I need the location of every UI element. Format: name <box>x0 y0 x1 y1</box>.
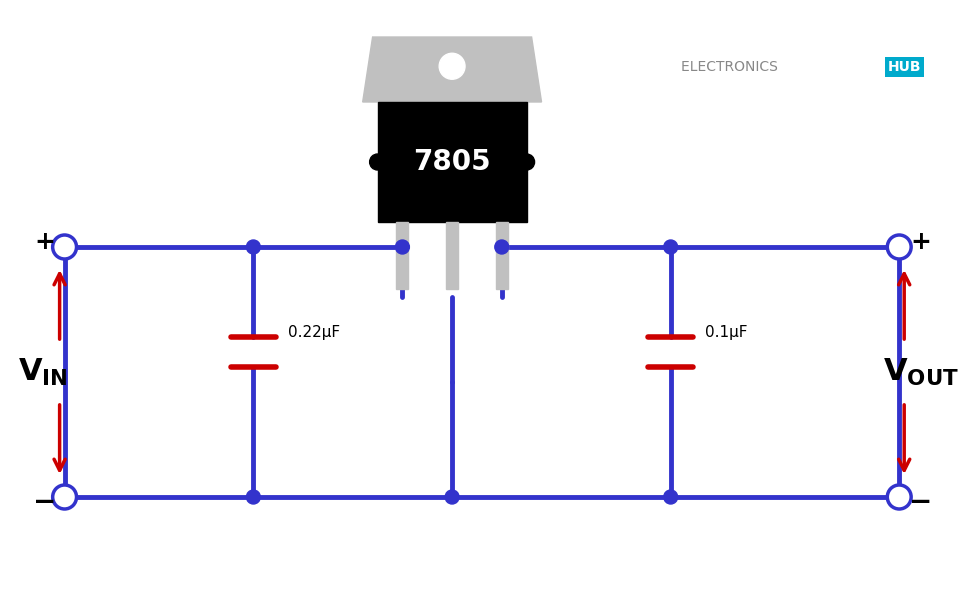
Text: +: + <box>911 230 931 254</box>
Polygon shape <box>363 37 541 102</box>
Text: +: + <box>34 230 55 254</box>
Circle shape <box>888 235 911 259</box>
Text: 0.22μF: 0.22μF <box>288 324 341 340</box>
Text: ELECTRONICS: ELECTRONICS <box>681 60 782 74</box>
Text: HUB: HUB <box>888 60 921 74</box>
Circle shape <box>445 490 459 504</box>
Text: 0.1μF: 0.1μF <box>706 324 748 340</box>
Bar <box>397 222 408 289</box>
Circle shape <box>439 53 465 79</box>
Text: −: − <box>910 488 933 516</box>
Circle shape <box>664 240 678 254</box>
Circle shape <box>247 240 260 254</box>
Circle shape <box>52 485 76 509</box>
Circle shape <box>888 485 911 509</box>
Bar <box>446 222 458 289</box>
Circle shape <box>519 154 534 170</box>
Circle shape <box>396 240 409 254</box>
Circle shape <box>247 490 260 504</box>
Circle shape <box>370 154 385 170</box>
Circle shape <box>495 240 509 254</box>
Bar <box>496 222 508 289</box>
Circle shape <box>664 490 678 504</box>
Text: $\mathbf{V_{OUT}}$: $\mathbf{V_{OUT}}$ <box>883 356 959 388</box>
Text: −: − <box>33 488 56 516</box>
Text: $\mathbf{V_{IN}}$: $\mathbf{V_{IN}}$ <box>17 356 68 388</box>
Circle shape <box>52 235 76 259</box>
Text: 7805: 7805 <box>413 148 491 176</box>
Bar <box>378 102 527 222</box>
